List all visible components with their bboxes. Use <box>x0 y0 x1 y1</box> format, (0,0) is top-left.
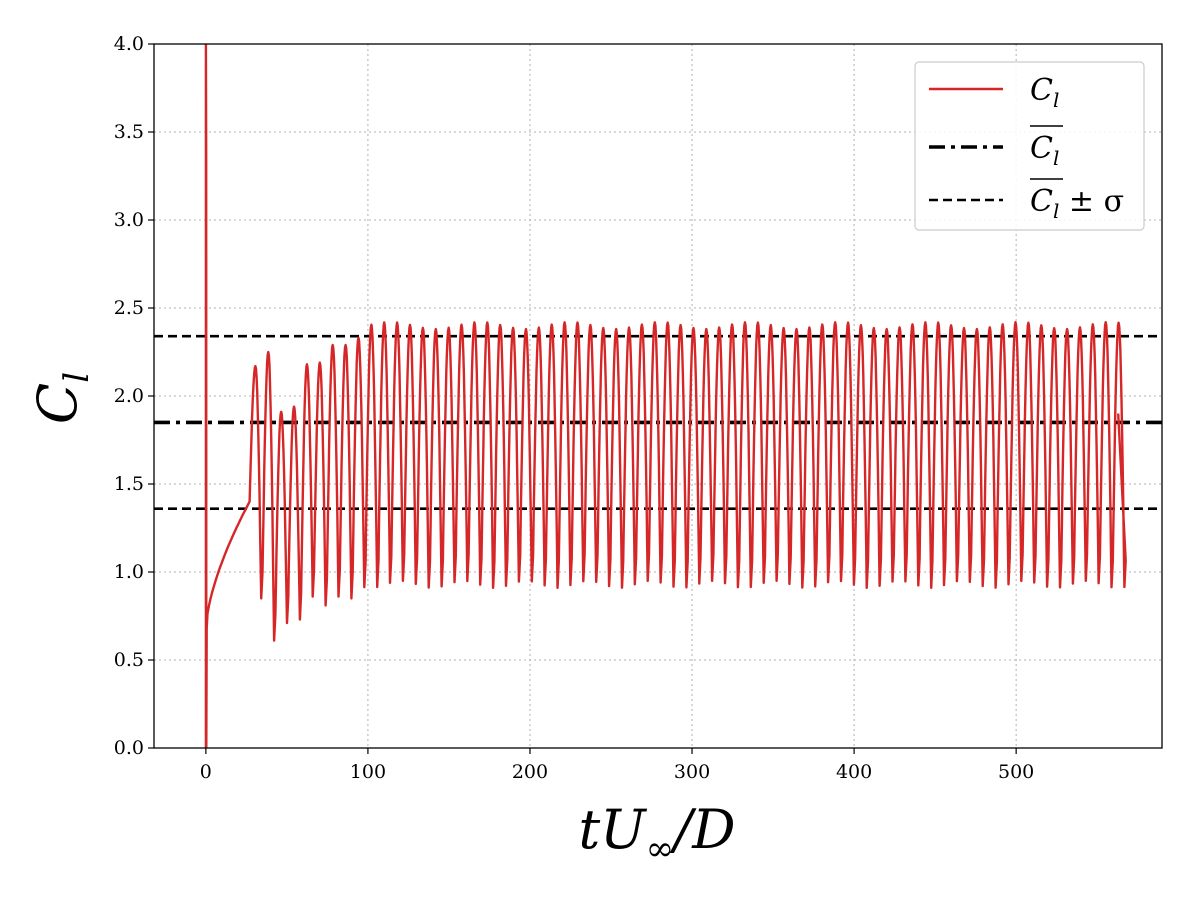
y-tick-label: 1.0 <box>114 561 144 583</box>
x-tick-label: 0 <box>200 761 212 783</box>
legend-entry-mean: Cl <box>929 125 1063 170</box>
x-axis-ticks: 0 100 200 300 400 500 <box>200 748 1034 783</box>
y-tick-label: 4.0 <box>114 33 144 55</box>
y-tick-label: 2.0 <box>114 385 144 407</box>
x-tick-label: 200 <box>512 761 548 783</box>
legend: Cl Cl Cl ± σ <box>914 61 1145 231</box>
y-tick-label: 0.5 <box>114 649 144 671</box>
x-tick-label: 500 <box>998 761 1034 783</box>
x-axis-label: tU∞/D <box>578 798 735 869</box>
y-tick-label: 3.5 <box>114 121 144 143</box>
y-axis-ticks: 0.0 0.5 1.0 1.5 2.0 2.5 3.0 3.5 4.0 <box>114 33 154 759</box>
legend-label-sigma: Cl ± σ <box>1030 184 1124 223</box>
legend-label-mean: Cl <box>1030 131 1059 170</box>
legend-box <box>914 61 1145 231</box>
x-tick-label: 400 <box>836 761 872 783</box>
y-axis-label: Cl <box>26 372 97 424</box>
y-tick-label: 3.0 <box>114 209 144 231</box>
cl-series-line <box>204 44 1127 748</box>
y-tick-label: 1.5 <box>114 473 144 495</box>
y-tick-label: 2.5 <box>114 297 144 319</box>
legend-label-cl: Cl <box>1030 73 1059 112</box>
legend-entry-cl: Cl <box>929 73 1059 112</box>
legend-entry-sigma: Cl ± σ <box>929 178 1124 223</box>
x-tick-label: 100 <box>350 761 386 783</box>
x-tick-label: 300 <box>674 761 710 783</box>
y-tick-label: 0.0 <box>114 737 144 759</box>
plot-area <box>154 44 1162 748</box>
